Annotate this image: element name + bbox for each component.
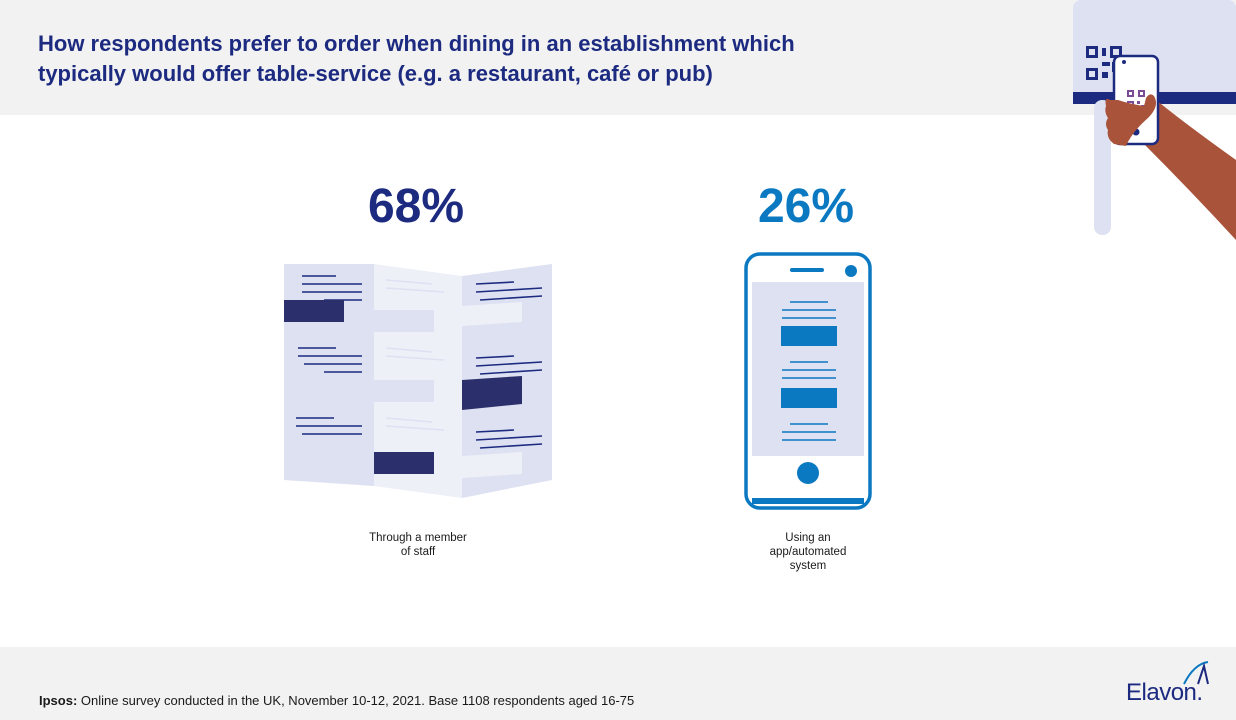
elavon-logo: Elavon. — [1126, 679, 1203, 706]
smartphone-icon — [744, 252, 872, 510]
stat-app-label: Using an app/automated system — [748, 531, 868, 573]
source-label: Ipsos: — [39, 693, 78, 708]
paper-menu-icon — [284, 264, 552, 498]
qr-scan-illustration — [1073, 0, 1236, 240]
source-text: Online survey conducted in the UK, Novem… — [77, 693, 635, 708]
source-note: Ipsos: Online survey conducted in the UK… — [39, 693, 634, 708]
title-line-1: How respondents prefer to order when din… — [38, 31, 795, 56]
footer-band — [0, 647, 1236, 720]
stat-staff-value: 68% — [367, 180, 465, 233]
stat-staff-label: Through a member of staff — [343, 531, 493, 559]
stat-staff-label-line-1: Through a member — [369, 532, 467, 544]
header-band — [0, 0, 1236, 115]
page-title: How respondents prefer to order when din… — [38, 29, 938, 89]
stat-app-label-line-2: app/automated — [769, 546, 847, 558]
stat-staff-label-line-2: of staff — [400, 546, 436, 558]
elavon-logo-mark — [1183, 661, 1209, 685]
stat-app-label-line-1: Using an — [785, 532, 831, 544]
title-line-2: typically would offer table-service (e.g… — [38, 61, 713, 86]
stat-app-label-line-3: system — [789, 560, 827, 572]
stat-app-value: 26% — [757, 180, 855, 233]
table-stand-pole — [1094, 100, 1111, 235]
hand — [1105, 94, 1156, 146]
arm — [1140, 95, 1236, 240]
